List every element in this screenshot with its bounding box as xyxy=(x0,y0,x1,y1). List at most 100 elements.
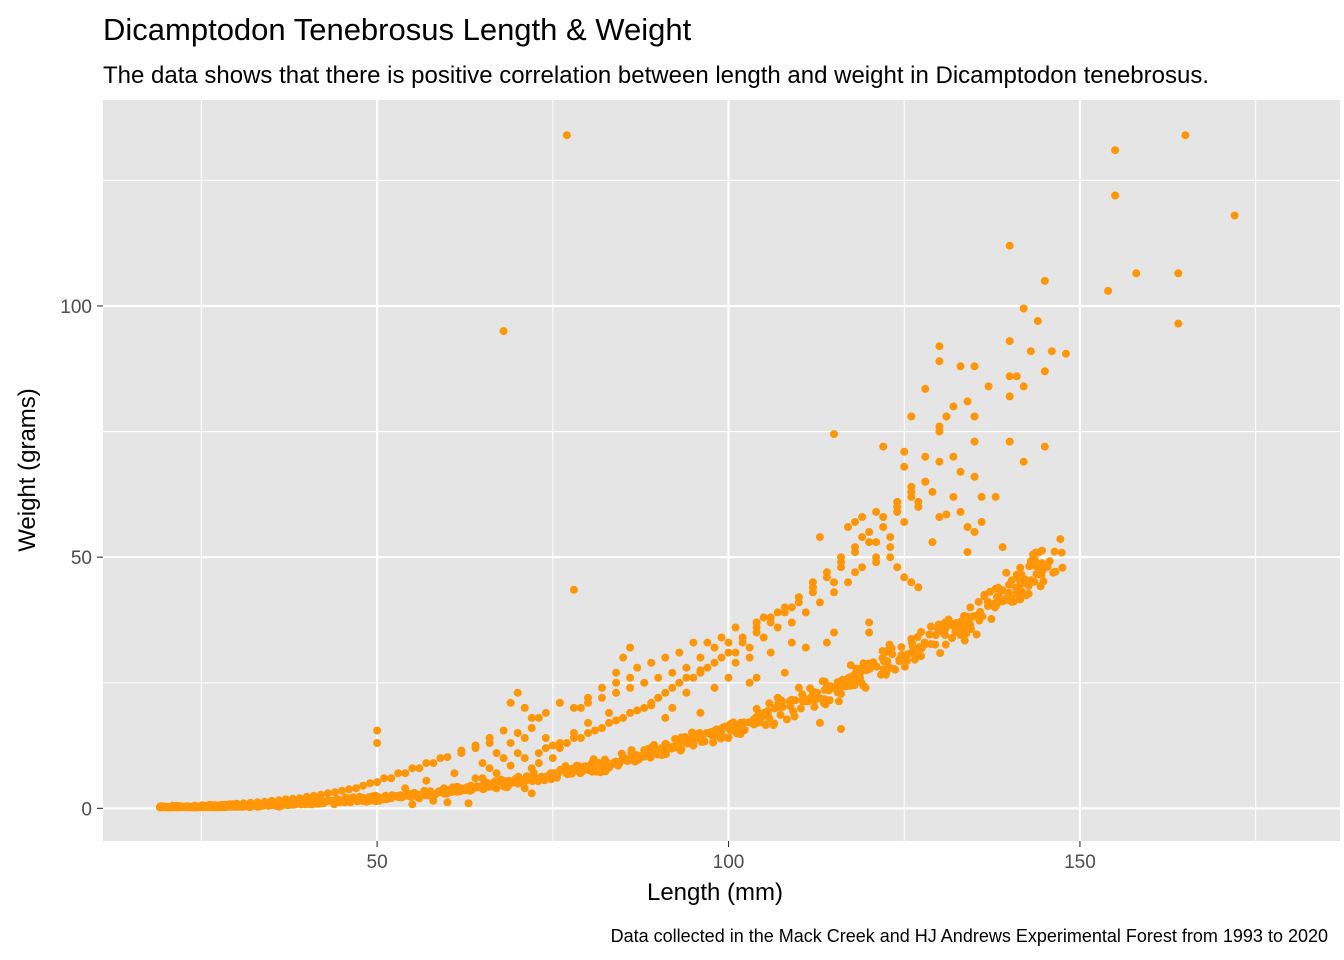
data-point xyxy=(865,538,874,547)
data-point xyxy=(468,783,477,792)
data-point xyxy=(900,573,909,582)
data-point xyxy=(977,492,986,501)
data-point xyxy=(646,753,655,762)
grid-lines xyxy=(103,100,1340,841)
data-point xyxy=(612,678,621,687)
data-point xyxy=(956,507,965,516)
data-point xyxy=(640,678,649,687)
data-point xyxy=(553,769,561,778)
data-point xyxy=(668,668,677,677)
data-point xyxy=(696,666,705,675)
data-point xyxy=(373,726,382,735)
data-point xyxy=(619,653,628,662)
data-point xyxy=(900,462,909,471)
data-point xyxy=(401,769,410,778)
data-point xyxy=(780,603,789,612)
data-point xyxy=(485,764,494,773)
data-point xyxy=(1005,437,1014,446)
data-point xyxy=(794,593,803,602)
data-point xyxy=(941,618,949,627)
data-point xyxy=(724,673,733,682)
data-point xyxy=(548,741,557,750)
data-point xyxy=(703,638,712,647)
data-point xyxy=(872,507,881,516)
data-point xyxy=(1026,347,1035,356)
data-point xyxy=(837,553,845,562)
data-point xyxy=(710,643,719,652)
data-point xyxy=(522,772,531,781)
data-point xyxy=(529,768,538,777)
data-point xyxy=(464,799,473,808)
data-point xyxy=(931,631,940,639)
data-point xyxy=(850,670,859,679)
data-point xyxy=(372,793,381,802)
data-point xyxy=(796,704,805,713)
x-tick-label: 100 xyxy=(713,852,745,873)
data-point xyxy=(1057,548,1066,557)
data-point xyxy=(520,784,529,793)
data-point xyxy=(907,487,916,496)
data-point xyxy=(972,630,981,639)
data-point xyxy=(921,452,930,461)
data-point xyxy=(546,769,555,778)
data-point xyxy=(1019,304,1028,313)
data-point xyxy=(332,796,341,805)
data-point xyxy=(1034,562,1043,571)
data-point xyxy=(661,688,670,697)
data-point xyxy=(534,774,543,783)
data-point xyxy=(810,702,819,711)
data-point xyxy=(612,668,621,677)
data-point xyxy=(633,663,642,672)
data-point xyxy=(1037,570,1046,579)
data-point xyxy=(1045,557,1054,566)
data-point xyxy=(780,668,789,677)
data-point xyxy=(935,427,944,436)
data-point xyxy=(886,533,895,542)
data-point xyxy=(907,578,916,587)
data-point xyxy=(830,578,838,587)
data-point xyxy=(984,382,993,391)
data-point xyxy=(598,724,606,732)
data-point xyxy=(682,688,691,697)
data-point xyxy=(626,673,635,682)
data-point xyxy=(960,636,969,645)
y-tick-label: 0 xyxy=(81,799,92,820)
data-point xyxy=(977,518,986,526)
data-point xyxy=(998,586,1007,595)
data-point xyxy=(654,693,663,702)
data-point xyxy=(562,131,571,140)
data-point xyxy=(696,653,705,662)
data-point xyxy=(727,726,736,735)
data-point xyxy=(858,563,867,572)
data-point xyxy=(1061,349,1070,358)
data-point xyxy=(555,739,564,747)
data-point xyxy=(914,583,923,592)
data-point xyxy=(506,739,515,747)
data-point xyxy=(513,688,522,697)
chart-caption: Data collected in the Mack Creek and HJ … xyxy=(611,926,1328,946)
data-point xyxy=(893,502,902,511)
data-point xyxy=(496,775,505,784)
data-point xyxy=(935,513,944,521)
data-point xyxy=(598,683,606,692)
data-point xyxy=(765,699,774,708)
data-point xyxy=(682,673,691,682)
data-point xyxy=(626,708,635,717)
data-point xyxy=(345,785,353,794)
data-point xyxy=(527,713,536,722)
data-point xyxy=(851,568,859,577)
data-point xyxy=(520,754,529,763)
data-point xyxy=(928,487,937,496)
data-point xyxy=(1005,241,1014,250)
data-point xyxy=(675,648,684,657)
data-point xyxy=(569,734,578,742)
data-point xyxy=(262,799,271,808)
data-point xyxy=(724,734,733,742)
data-point xyxy=(492,749,501,758)
data-point xyxy=(1033,317,1042,325)
data-point xyxy=(974,597,983,606)
data-point xyxy=(485,782,494,791)
data-point xyxy=(605,718,613,727)
data-point xyxy=(358,796,367,805)
data-point xyxy=(208,802,217,811)
